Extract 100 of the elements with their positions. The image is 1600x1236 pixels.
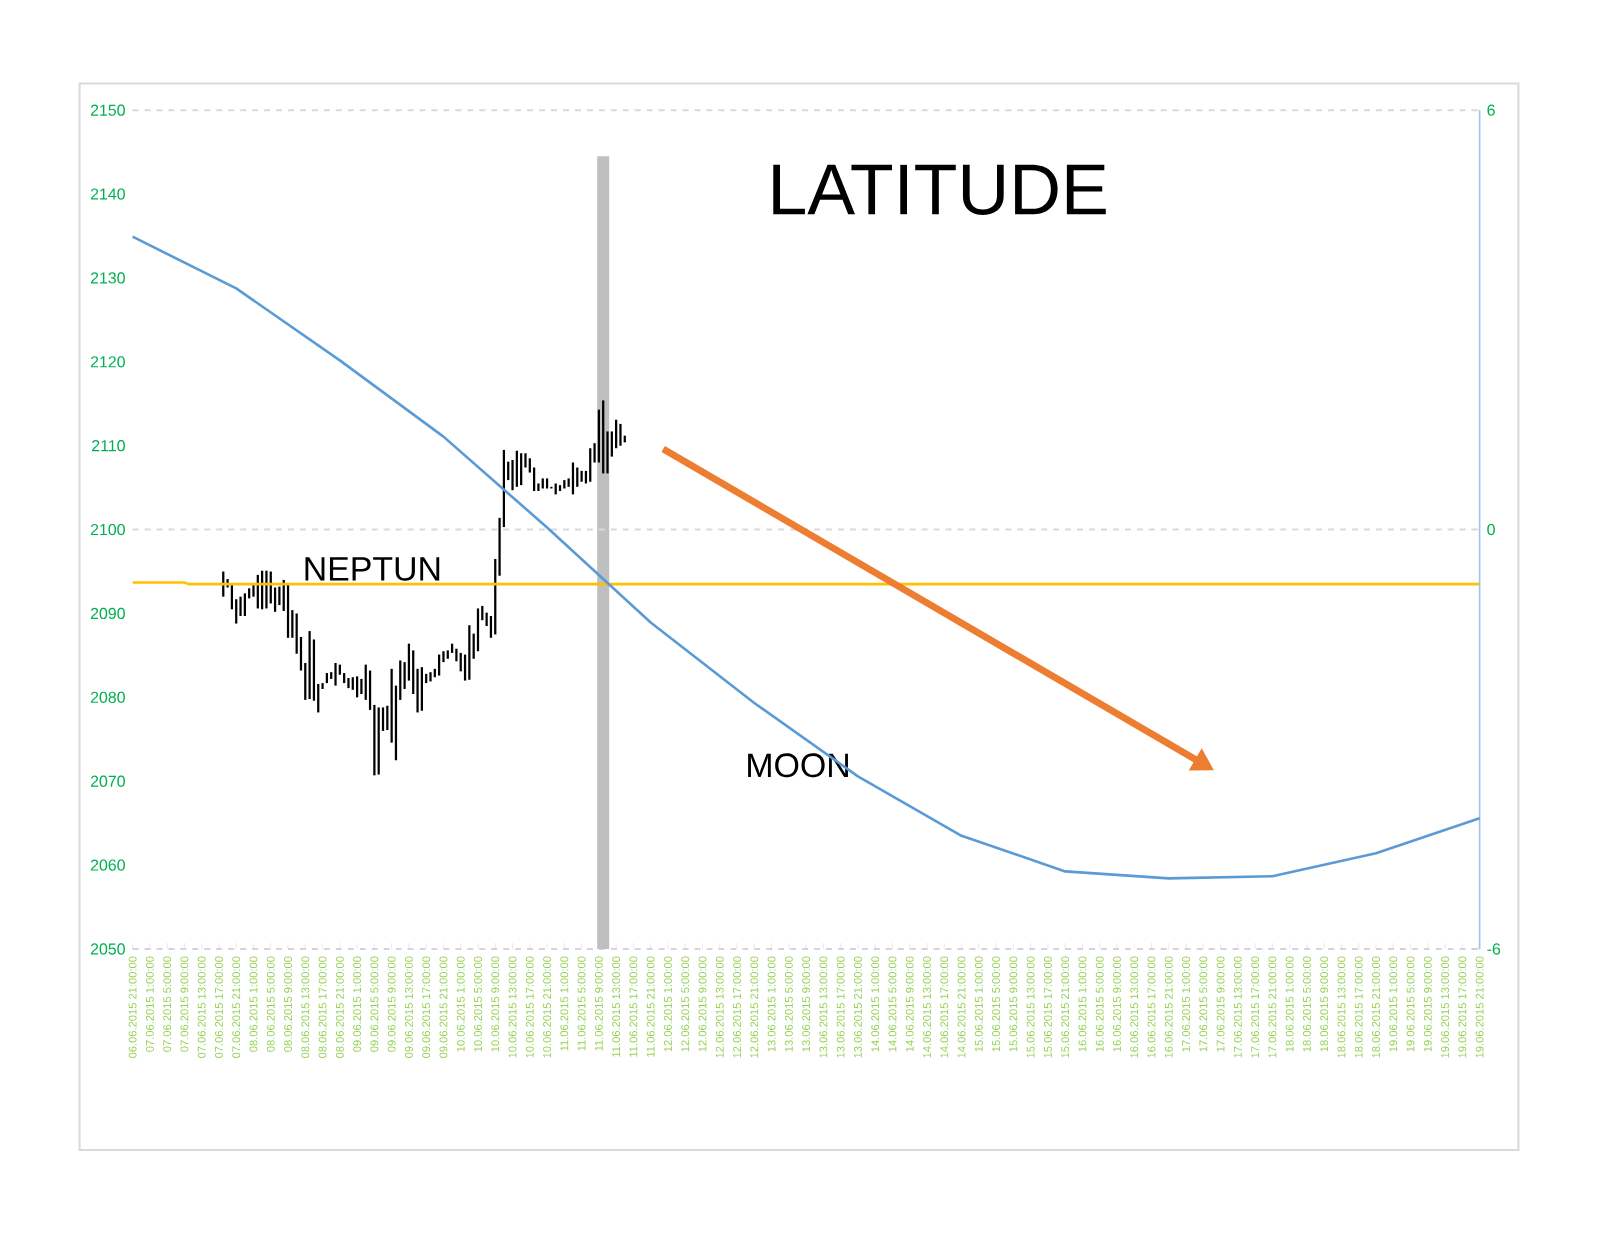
x-tick-label: 11.06.2015 9:00:00 xyxy=(594,956,603,1051)
bar xyxy=(446,650,449,659)
x-tick-label: 17.06.2015 1:00:00 xyxy=(1182,956,1190,1052)
x-tick-label: 11.06.2015 17:00:00 xyxy=(629,956,638,1057)
x-tick-label: 13.06.2015 13:00:00 xyxy=(819,956,828,1058)
x-tick-label: 11.06.2015 5:00:00 xyxy=(577,956,586,1051)
x-tick-label: 15.06.2015 13:00:00 xyxy=(1026,956,1035,1058)
x-tick-label: 16.06.2015 9:00:00 xyxy=(1113,956,1121,1052)
x-tick-label: 07.06.2015 5:00:00 xyxy=(163,956,172,1052)
x-tick-label: 10.06.2015 17:00:00 xyxy=(525,956,534,1058)
x-tick-label: 16.06.2015 17:00:00 xyxy=(1147,956,1156,1058)
bar xyxy=(239,596,242,616)
x-tick-label: 09.06.2015 5:00:00 xyxy=(370,956,379,1052)
x-tick-label: 13.06.2015 9:00:00 xyxy=(802,956,811,1052)
x-tick-label: 08.06.2015 13:00:00 xyxy=(301,956,310,1058)
x-tick-label: 08.06.2015 9:00:00 xyxy=(284,956,292,1052)
y2-tick-label: -6 xyxy=(1487,943,1501,955)
bar xyxy=(416,668,419,713)
annotation: NEPTUN xyxy=(305,557,440,581)
y-tick-label: 2140 xyxy=(90,188,125,200)
y-tick-label: 2050 xyxy=(90,943,125,955)
x-tick-label: 14.06.2015 5:00:00 xyxy=(888,956,897,1052)
bar xyxy=(373,704,376,776)
y-tick-label: 2110 xyxy=(92,440,125,452)
y-tick-label: 2130 xyxy=(90,272,125,284)
bar xyxy=(235,599,238,624)
bar xyxy=(377,707,380,775)
bar xyxy=(468,625,471,680)
x-tick-label: 10.06.2015 1:00:00 xyxy=(456,956,465,1052)
x-tick-label: 13.06.2015 5:00:00 xyxy=(784,956,793,1052)
x-tick-label: 18.06.2015 13:00:00 xyxy=(1337,956,1346,1058)
bar xyxy=(360,678,363,694)
x-tick-label: 17.06.2015 5:00:00 xyxy=(1199,956,1208,1052)
x-tick-label: 10.06.2015 13:00:00 xyxy=(508,956,517,1058)
x-tick-label: 09.06.2015 21:00:00 xyxy=(439,956,448,1058)
x-tick-label: 15.06.2015 21:00:00 xyxy=(1061,956,1070,1058)
bar xyxy=(295,613,298,654)
bar xyxy=(252,584,255,597)
bar xyxy=(291,610,294,638)
x-tick-label: 19.06.2015 1:00:00 xyxy=(1389,956,1398,1052)
y-tick-label: 2120 xyxy=(90,356,125,368)
bar xyxy=(476,608,480,652)
x-tick-label: 14.06.2015 1:00:00 xyxy=(871,956,880,1052)
bar xyxy=(610,431,613,457)
x-tick-label: 14.06.2015 21:00:00 xyxy=(957,956,966,1058)
x-tick-label: 12.06.2015 21:00:00 xyxy=(750,956,759,1058)
y2-tick-label: 0 xyxy=(1487,523,1495,536)
x-tick-label: 07.06.2015 1:00:00 xyxy=(145,956,154,1052)
x-tick-label: 14.06.2015 17:00:00 xyxy=(940,956,949,1058)
y-tick-label: 2150 xyxy=(90,104,125,116)
x-tick-label: 11.06.2015 1:00:00 xyxy=(560,956,569,1051)
bar xyxy=(455,648,458,662)
x-tick-label: 07.06.2015 9:00:00 xyxy=(180,956,189,1052)
x-tick-label: 11.06.2015 21:00:00 xyxy=(646,956,655,1057)
y-tick-label: 2070 xyxy=(90,775,125,787)
x-tick-label: 08.06.2015 5:00:00 xyxy=(266,956,275,1052)
bar xyxy=(537,483,540,492)
annotation: MOON xyxy=(748,753,848,778)
bar xyxy=(412,650,415,694)
bar xyxy=(265,570,268,609)
x-tick-label: 09.06.2015 9:00:00 xyxy=(387,956,396,1052)
x-tick-label: 17.06.2015 9:00:00 xyxy=(1216,956,1225,1052)
x-tick-label: 14.06.2015 13:00:00 xyxy=(923,956,931,1058)
bar xyxy=(489,615,493,638)
bar xyxy=(619,423,622,446)
bar xyxy=(273,587,277,612)
x-tick-label: 08.06.2015 1:00:00 xyxy=(249,956,258,1052)
x-tick-label: 09.06.2015 13:00:00 xyxy=(404,956,413,1058)
bar xyxy=(429,672,432,682)
bar xyxy=(330,672,333,679)
x-tick-label: 19.06.2015 13:00:00 xyxy=(1441,956,1450,1058)
y-tick-label: 2090 xyxy=(90,607,125,620)
bar xyxy=(606,431,609,474)
x-tick-label: 09.06.2015 17:00:00 xyxy=(422,956,431,1058)
bar xyxy=(278,586,281,606)
x-tick-label: 18.06.2015 1:00:00 xyxy=(1285,956,1294,1052)
x-tick-label: 17.06.2015 13:00:00 xyxy=(1233,956,1242,1058)
x-tick-label: 14.06.2015 9:00:00 xyxy=(905,956,914,1052)
x-tick-label: 13.06.2015 21:00:00 xyxy=(853,956,862,1058)
x-tick-label: 08.06.2015 21:00:00 xyxy=(335,956,344,1058)
x-tick-label: 10.06.2015 21:00:00 xyxy=(543,956,551,1058)
bar xyxy=(420,667,423,711)
bar xyxy=(571,462,575,495)
bar xyxy=(580,470,583,482)
bar xyxy=(347,678,350,689)
x-tick-label: 16.06.2015 5:00:00 xyxy=(1095,956,1104,1052)
x-tick-label: 16.06.2015 1:00:00 xyxy=(1078,956,1087,1052)
x-tick-label: 15.06.2015 5:00:00 xyxy=(992,956,1001,1052)
x-tick-label: 18.06.2015 17:00:00 xyxy=(1354,956,1363,1058)
bar xyxy=(528,458,531,473)
x-tick-label: 15.06.2015 9:00:00 xyxy=(1009,956,1018,1052)
bar xyxy=(567,478,570,487)
x-tick-label: 16.06.2015 21:00:00 xyxy=(1164,956,1173,1058)
x-tick-label: 12.06.2015 5:00:00 xyxy=(681,956,690,1052)
bar xyxy=(589,448,592,482)
x-tick-label: 19.06.2015 9:00:00 xyxy=(1423,956,1432,1052)
x-tick-label: 17.06.2015 21:00:00 xyxy=(1268,956,1277,1058)
x-tick-label: 12.06.2015 17:00:00 xyxy=(733,956,741,1058)
x-tick-label: 17.06.2015 17:00:00 xyxy=(1251,956,1260,1058)
x-tick-label: 07.06.2015 13:00:00 xyxy=(197,956,206,1058)
